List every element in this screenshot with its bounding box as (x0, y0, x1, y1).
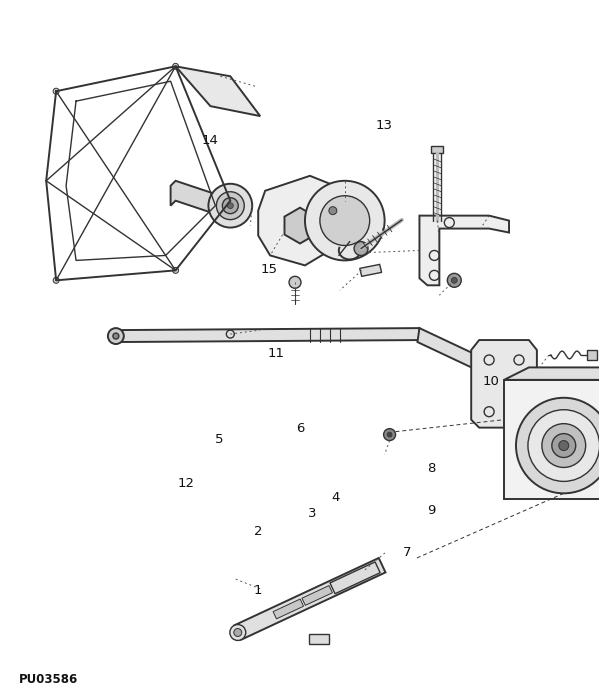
Polygon shape (284, 208, 316, 244)
Text: PU03586: PU03586 (19, 673, 79, 687)
Circle shape (208, 184, 252, 228)
Polygon shape (431, 146, 443, 153)
Polygon shape (258, 176, 340, 265)
Polygon shape (309, 634, 329, 645)
Polygon shape (418, 328, 504, 382)
Text: 13: 13 (375, 119, 392, 132)
Text: 6: 6 (296, 421, 304, 435)
Circle shape (234, 629, 242, 636)
Circle shape (451, 277, 457, 284)
Polygon shape (273, 599, 304, 619)
Polygon shape (235, 558, 385, 640)
Text: 4: 4 (332, 491, 340, 504)
Text: 10: 10 (482, 375, 500, 388)
Circle shape (305, 181, 385, 260)
Circle shape (263, 211, 273, 220)
Text: 8: 8 (427, 462, 436, 475)
Text: 2: 2 (254, 525, 262, 538)
Polygon shape (504, 380, 600, 499)
Polygon shape (176, 66, 260, 116)
Text: 12: 12 (178, 477, 195, 490)
Circle shape (266, 214, 270, 218)
Circle shape (383, 428, 395, 440)
Circle shape (329, 206, 337, 215)
Polygon shape (360, 265, 382, 277)
Polygon shape (504, 368, 600, 380)
Text: 1: 1 (254, 584, 262, 597)
Circle shape (354, 241, 368, 255)
Circle shape (173, 63, 179, 69)
Text: 7: 7 (403, 545, 412, 559)
Circle shape (289, 276, 301, 288)
Circle shape (173, 267, 179, 274)
Text: 11: 11 (268, 347, 284, 360)
Circle shape (53, 277, 59, 284)
Circle shape (542, 424, 586, 468)
Circle shape (320, 196, 370, 246)
Circle shape (559, 440, 569, 451)
Polygon shape (419, 216, 509, 286)
Polygon shape (302, 586, 332, 606)
Polygon shape (116, 328, 421, 342)
Circle shape (552, 433, 576, 458)
Polygon shape (587, 350, 596, 360)
Circle shape (113, 333, 119, 339)
Polygon shape (330, 562, 380, 594)
Text: 3: 3 (308, 508, 316, 520)
Polygon shape (170, 181, 226, 216)
Circle shape (53, 88, 59, 95)
Circle shape (108, 328, 124, 344)
Text: 14: 14 (202, 134, 219, 148)
Circle shape (230, 624, 246, 640)
Circle shape (223, 197, 238, 214)
Circle shape (217, 192, 244, 220)
Polygon shape (471, 340, 537, 428)
Circle shape (448, 274, 461, 287)
Text: 15: 15 (260, 263, 277, 276)
Text: 9: 9 (427, 504, 436, 517)
Circle shape (387, 432, 392, 437)
Circle shape (516, 398, 600, 494)
Circle shape (528, 410, 599, 482)
Circle shape (227, 203, 233, 209)
Text: 5: 5 (215, 433, 224, 446)
